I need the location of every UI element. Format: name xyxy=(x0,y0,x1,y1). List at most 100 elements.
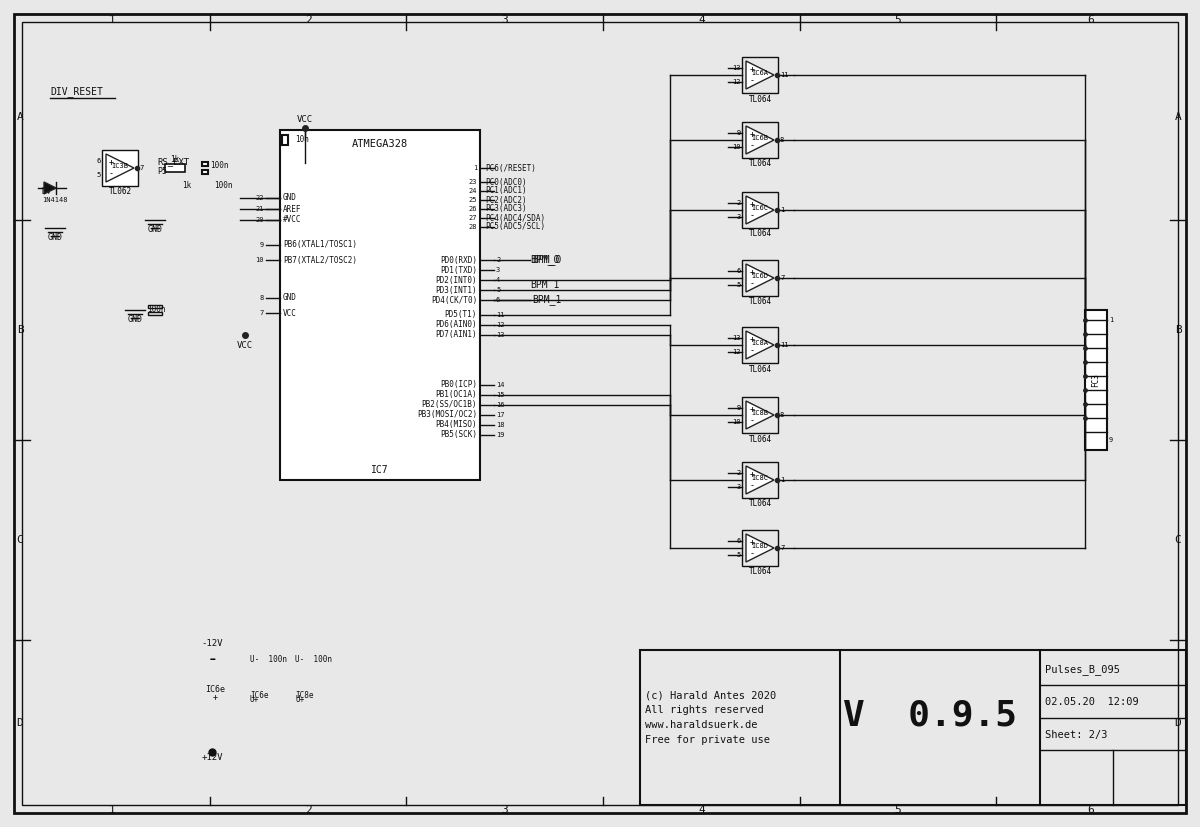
Bar xyxy=(102,150,138,186)
Text: -: - xyxy=(750,211,755,220)
Text: PB7(XTAL2/TOSC2): PB7(XTAL2/TOSC2) xyxy=(283,256,358,265)
Text: 13: 13 xyxy=(732,335,742,341)
Text: BPM_0: BPM_0 xyxy=(530,255,559,265)
Text: IC8A: IC8A xyxy=(751,340,768,346)
Text: DIV_RESET: DIV_RESET xyxy=(50,87,103,98)
Text: 11: 11 xyxy=(780,342,788,348)
Text: 13: 13 xyxy=(732,65,742,71)
Text: +: + xyxy=(750,200,755,209)
Text: PD3(INT1): PD3(INT1) xyxy=(436,285,478,294)
Text: +: + xyxy=(750,538,755,547)
Text: GND: GND xyxy=(283,294,296,303)
Bar xyxy=(202,162,208,166)
Text: +: + xyxy=(750,65,755,74)
Bar xyxy=(282,135,288,145)
Text: C: C xyxy=(1175,535,1181,545)
Text: 2: 2 xyxy=(737,470,742,476)
Text: 14: 14 xyxy=(496,382,504,388)
Text: 12: 12 xyxy=(496,322,504,328)
Text: 1: 1 xyxy=(780,477,785,483)
Text: -: - xyxy=(750,481,755,490)
Polygon shape xyxy=(746,126,774,154)
Text: -: - xyxy=(750,416,755,425)
Bar xyxy=(742,192,778,228)
Text: (c) Harald Antes 2020: (c) Harald Antes 2020 xyxy=(646,690,776,700)
Polygon shape xyxy=(746,331,774,359)
Polygon shape xyxy=(44,182,56,194)
Text: IC6e: IC6e xyxy=(205,686,226,695)
Text: P5: P5 xyxy=(157,168,167,176)
Text: PC6(/RESET): PC6(/RESET) xyxy=(485,164,536,173)
Text: PC2(ADC2): PC2(ADC2) xyxy=(485,195,527,204)
Text: 8: 8 xyxy=(780,137,785,143)
Text: 1: 1 xyxy=(473,165,478,171)
Text: 10n: 10n xyxy=(295,136,308,145)
Text: 2: 2 xyxy=(737,200,742,206)
Text: PB2(SS/OC1B): PB2(SS/OC1B) xyxy=(421,400,478,409)
Text: 6: 6 xyxy=(737,268,742,274)
Text: RS_EXT: RS_EXT xyxy=(157,157,190,166)
Text: 3: 3 xyxy=(502,805,508,815)
Polygon shape xyxy=(746,401,774,429)
Text: 100n: 100n xyxy=(146,305,166,314)
Text: Pulses_B_095: Pulses_B_095 xyxy=(1045,665,1120,676)
Text: FC3: FC3 xyxy=(1092,373,1100,387)
Text: IC8e: IC8e xyxy=(295,691,313,700)
Text: TL064: TL064 xyxy=(749,434,772,443)
Text: 19: 19 xyxy=(496,432,504,438)
Text: 7: 7 xyxy=(780,545,785,551)
Text: 02.05.20  12:09: 02.05.20 12:09 xyxy=(1045,697,1139,707)
Text: 8: 8 xyxy=(780,412,785,418)
Text: AREF: AREF xyxy=(283,204,301,213)
Text: 9: 9 xyxy=(259,242,264,248)
Text: +12V: +12V xyxy=(202,753,223,762)
Text: TL064: TL064 xyxy=(749,160,772,169)
Text: 18: 18 xyxy=(496,422,504,428)
Text: 6: 6 xyxy=(496,297,500,303)
Text: 23: 23 xyxy=(468,179,478,185)
Text: 100n: 100n xyxy=(210,161,228,170)
Text: 4: 4 xyxy=(496,277,500,283)
Text: 2: 2 xyxy=(305,805,311,815)
Text: 6: 6 xyxy=(97,158,101,164)
Text: 26: 26 xyxy=(468,206,478,212)
Text: IC7: IC7 xyxy=(371,465,389,475)
Text: 100n: 100n xyxy=(214,180,233,189)
Text: 16: 16 xyxy=(496,402,504,408)
Text: 4: 4 xyxy=(698,15,704,25)
Text: 10: 10 xyxy=(732,419,742,425)
Text: BPM_1: BPM_1 xyxy=(532,294,562,305)
Bar xyxy=(640,650,1186,805)
Bar xyxy=(742,530,778,566)
Polygon shape xyxy=(746,61,774,89)
Text: -: - xyxy=(750,76,755,85)
Text: PB3(MOSI/OC2): PB3(MOSI/OC2) xyxy=(416,410,478,419)
Text: -12V: -12V xyxy=(202,638,223,648)
Text: 3: 3 xyxy=(737,484,742,490)
Text: IC8B: IC8B xyxy=(751,410,768,416)
Text: 6: 6 xyxy=(737,538,742,544)
Polygon shape xyxy=(746,466,774,494)
Text: -: - xyxy=(750,279,755,288)
Text: IC6D: IC6D xyxy=(751,273,768,279)
Text: TL064: TL064 xyxy=(749,567,772,576)
Polygon shape xyxy=(746,534,774,562)
Text: 27: 27 xyxy=(468,215,478,221)
Text: +: + xyxy=(750,470,755,479)
Text: +: + xyxy=(750,268,755,277)
Text: +: + xyxy=(212,694,217,702)
Text: IC6B: IC6B xyxy=(751,135,768,141)
Text: PB0(ICP): PB0(ICP) xyxy=(440,380,478,390)
Text: +: + xyxy=(750,335,755,344)
Text: 3: 3 xyxy=(737,214,742,220)
Text: 9: 9 xyxy=(737,405,742,411)
Bar xyxy=(1085,310,1108,450)
Text: Sheet: 2/3: Sheet: 2/3 xyxy=(1045,730,1108,740)
Text: PD0(RXD): PD0(RXD) xyxy=(440,256,478,265)
Bar xyxy=(148,312,162,315)
Bar xyxy=(202,170,208,174)
Text: TL064: TL064 xyxy=(749,500,772,509)
Bar xyxy=(148,305,162,308)
Text: U-  100n: U- 100n xyxy=(250,656,287,665)
Text: 6: 6 xyxy=(1087,15,1094,25)
